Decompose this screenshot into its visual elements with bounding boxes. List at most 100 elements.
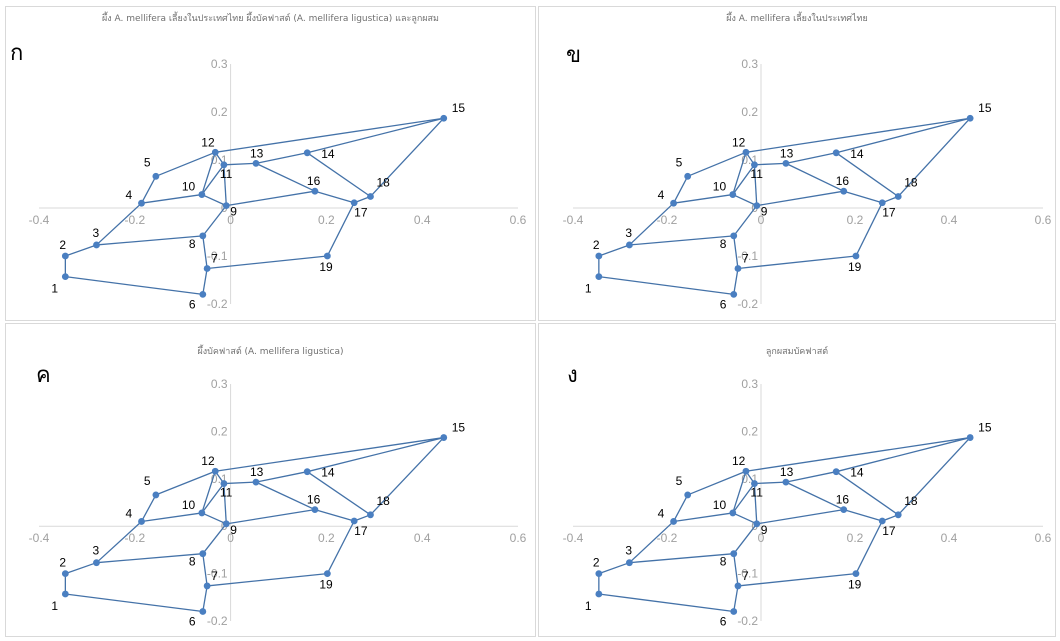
point-label: 6 [189, 615, 196, 629]
chart-panel-a: ผึ้ง A. mellifera เลี้ยงในประเทศไทย ผึ้ง… [5, 6, 536, 321]
edge-line [733, 553, 739, 587]
point-label: 11 [220, 167, 233, 181]
data-point [966, 434, 974, 441]
data-point [198, 509, 206, 517]
edge-line [201, 152, 216, 195]
data-point [729, 191, 737, 198]
data-point [595, 252, 603, 260]
edge-line [756, 190, 844, 207]
data-point [203, 265, 211, 272]
edge-line [201, 193, 227, 207]
edge-line [673, 176, 689, 204]
data-point [199, 550, 207, 558]
data-point [595, 590, 603, 598]
edge-line [745, 117, 971, 153]
point-label: 9 [761, 523, 768, 537]
point-label: 18 [904, 175, 918, 189]
data-point [222, 202, 230, 210]
point-label: 12 [201, 135, 215, 149]
point-label: 19 [319, 260, 333, 274]
data-point [734, 582, 742, 590]
panel-letter: ก [10, 41, 24, 66]
y-tick-label: -0.2 [207, 614, 228, 628]
data-point [311, 506, 319, 514]
edge-line [687, 151, 747, 177]
edge-line [201, 164, 225, 195]
point-label: 2 [59, 556, 66, 570]
point-label: 6 [720, 297, 727, 311]
point-label: 14 [321, 147, 335, 161]
data-point [670, 199, 677, 207]
edge-line [326, 202, 355, 257]
x-tick-label: -0.4 [29, 213, 50, 227]
y-tick-label: -0.2 [207, 297, 228, 311]
x-tick-label: -0.2 [657, 531, 678, 545]
y-tick-label: 0.2 [741, 424, 758, 438]
edge-line [202, 585, 208, 612]
plot-area: -0.4-0.200.20.40.60.30.20.10-0.1-0.21234… [29, 377, 527, 629]
point-label: 9 [761, 205, 768, 219]
data-point [730, 608, 738, 615]
data-point [367, 511, 374, 519]
edge-line [202, 553, 208, 587]
edge-line [732, 471, 747, 514]
data-point [753, 202, 761, 210]
edge-line [65, 562, 97, 575]
edge-line [223, 162, 257, 166]
edge-line [141, 512, 202, 523]
edge-line [733, 268, 739, 295]
x-tick-label: 0.2 [847, 531, 864, 545]
data-point [742, 148, 750, 156]
edge-line [201, 471, 216, 514]
edge-line [65, 275, 203, 296]
data-point [350, 199, 358, 207]
y-tick-label: -0.1 [737, 249, 758, 263]
x-tick-label: -0.2 [124, 213, 145, 227]
data-point [840, 506, 848, 514]
edge-line [737, 572, 857, 587]
point-label: 1 [51, 282, 58, 296]
data-point [61, 570, 69, 577]
point-label: 5 [676, 155, 683, 169]
edge-line [202, 235, 208, 269]
point-label: 8 [189, 237, 196, 251]
edge-line [753, 483, 758, 524]
data-point [199, 608, 207, 615]
x-tick-label: -0.2 [124, 531, 145, 545]
data-point [730, 550, 738, 558]
edge-line [226, 508, 316, 525]
data-point [751, 480, 758, 487]
edge-line [598, 593, 734, 613]
point-label: 17 [882, 524, 896, 538]
x-tick-label: 0.4 [414, 213, 431, 227]
point-label: 15 [978, 421, 992, 435]
edge-line [255, 481, 316, 511]
edge-line [843, 190, 883, 204]
y-tick-label: -0.2 [737, 614, 758, 628]
point-label: 17 [354, 206, 368, 220]
data-point [311, 187, 319, 195]
x-tick-label: 0.6 [510, 531, 527, 545]
point-label: 3 [625, 544, 632, 558]
data-point [595, 273, 603, 281]
point-label: 14 [850, 147, 864, 161]
point-label: 18 [376, 494, 390, 508]
edge-line [96, 520, 142, 564]
data-point [211, 467, 219, 475]
edge-line [785, 471, 837, 483]
edge-line [785, 162, 845, 192]
edge-line [785, 481, 844, 511]
chart-title: ผึ้ง A. mellifera เลี้ยงในประเทศไทย [726, 14, 868, 24]
edge-line [65, 593, 203, 613]
point-label: 13 [250, 465, 264, 479]
point-label: 1 [585, 282, 592, 296]
edge-line [737, 255, 857, 270]
point-label: 2 [59, 238, 66, 252]
data-point [730, 232, 738, 240]
data-point [367, 193, 374, 200]
data-point [93, 559, 100, 567]
data-point [684, 491, 692, 499]
data-point [670, 518, 677, 525]
point-label: 11 [220, 486, 233, 500]
x-tick-label: 0.2 [847, 213, 864, 227]
